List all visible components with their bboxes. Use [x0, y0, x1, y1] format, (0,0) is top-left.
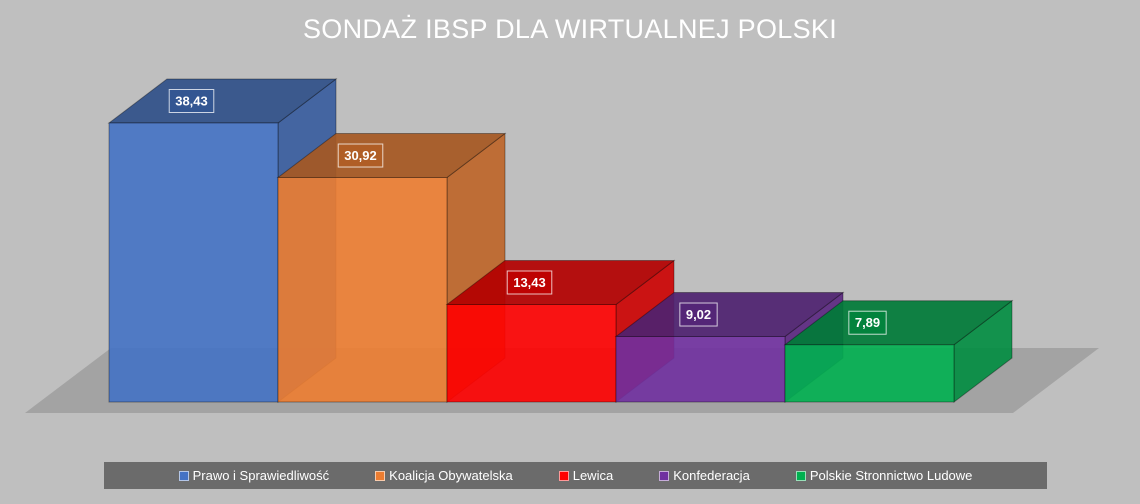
data-label-1: 38,43 — [175, 94, 208, 109]
data-label-3: 13,43 — [513, 275, 546, 290]
legend-swatch — [659, 470, 670, 481]
legend-item: Konfederacja — [659, 468, 750, 483]
legend-label: Konfederacja — [673, 468, 750, 483]
legend: Prawo i Sprawiedliwość Koalicja Obywatels… — [104, 462, 1047, 489]
chart-title: SONDAŻ IBSP DLA WIRTUALNEJ POLSKI — [302, 14, 838, 44]
legend-item: Lewica — [558, 468, 614, 483]
bar-front — [277, 177, 448, 403]
legend-label: Prawo i Sprawiedliwość — [192, 468, 330, 483]
legend-swatch — [795, 470, 806, 481]
legend-label: Polskie Stronnictwo Ludowe — [809, 468, 973, 483]
data-label-2: 30,92 — [344, 148, 377, 163]
legend-swatch — [178, 470, 189, 481]
legend-swatch — [558, 470, 569, 481]
bar-front — [615, 336, 786, 403]
data-label-box — [506, 270, 553, 295]
legend-item: Koalicja Obywatelska — [375, 468, 513, 483]
data-label-box — [337, 143, 384, 168]
bar-front — [108, 122, 279, 403]
data-label-box — [168, 89, 215, 113]
bar-front — [446, 303, 617, 403]
legend-label: Lewica — [572, 468, 614, 483]
bars-group — [107, 77, 1014, 404]
data-label-4: 9,02 — [686, 307, 711, 322]
bar-front — [784, 344, 955, 403]
data-label-box — [848, 310, 887, 335]
data-labels-group: 38,43 30,92 13,43 9,02 7,89 — [168, 89, 887, 335]
data-label-box — [679, 302, 718, 327]
legend-item: Prawo i Sprawiedliwość — [178, 468, 330, 483]
legend-label: Koalicja Obywatelska — [389, 468, 513, 483]
legend-item: Polskie Stronnictwo Ludowe — [795, 468, 973, 483]
legend-swatch — [375, 470, 386, 481]
bar-5 — [783, 299, 1014, 404]
data-label-5: 7,89 — [855, 315, 880, 330]
